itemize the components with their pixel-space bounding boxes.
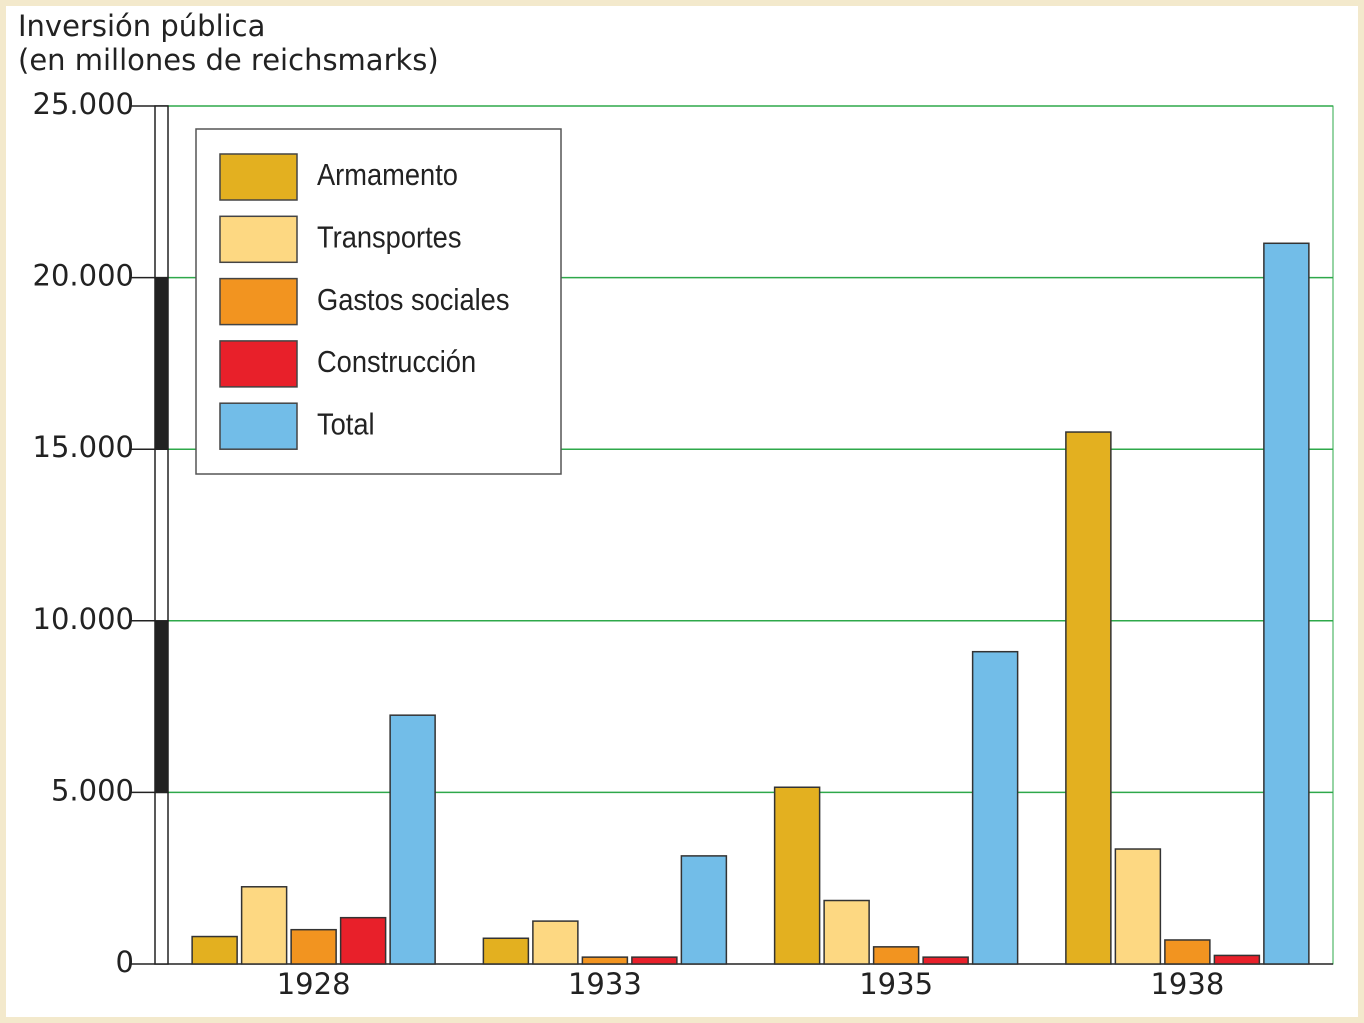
- bar: [1114, 848, 1162, 965]
- legend-label: Transportes: [317, 221, 461, 255]
- y-axis-label: Inversión pública: [18, 9, 265, 43]
- legend-label: Gastos sociales: [317, 283, 509, 317]
- bar: [532, 920, 579, 965]
- y-tick-label: 10.000: [33, 602, 134, 636]
- bar: [1065, 431, 1112, 965]
- y-tick-label: 15.000: [33, 430, 134, 464]
- bar: [631, 956, 678, 965]
- bar: [1263, 242, 1310, 965]
- legend-label: Armamento: [317, 159, 458, 193]
- bar: [581, 956, 629, 965]
- x-tick-label: 1935: [859, 967, 933, 1001]
- scale-segment: [154, 276, 169, 450]
- bar: [389, 714, 436, 965]
- bar: [922, 956, 969, 965]
- legend-swatch: [219, 153, 298, 201]
- scale-segment: [154, 791, 169, 965]
- y-tick-label: 5.000: [51, 773, 134, 807]
- legend-swatch: [219, 215, 298, 264]
- y-tick-label: 0: [116, 945, 134, 979]
- bar: [339, 916, 387, 965]
- y-axis-label: (en millones de reichsmarks): [18, 43, 439, 77]
- bar: [680, 855, 728, 965]
- bar: [482, 937, 530, 965]
- y-tick-label: 20.000: [33, 259, 134, 293]
- bar: [290, 928, 337, 965]
- x-tick-label: 1938: [1150, 967, 1224, 1001]
- x-tick-label: 1928: [277, 967, 351, 1001]
- scale-segment: [154, 448, 169, 622]
- bar: [823, 899, 870, 965]
- bar: [872, 946, 920, 965]
- scale-segment: [154, 620, 169, 794]
- scale-segment: [154, 105, 169, 279]
- legend-swatch: [219, 340, 298, 388]
- x-tick-label: 1933: [568, 967, 642, 1001]
- bar: [240, 886, 288, 965]
- legend-label: Total: [317, 408, 375, 442]
- bar: [773, 786, 821, 965]
- legend-label: Construcción: [317, 346, 476, 380]
- bar: [1164, 939, 1211, 965]
- bar: [971, 650, 1019, 965]
- y-tick-label: 25.000: [33, 87, 134, 121]
- bar: [1213, 954, 1261, 965]
- legend-swatch: [219, 402, 298, 450]
- bar: [191, 935, 238, 965]
- legend-swatch: [219, 277, 298, 326]
